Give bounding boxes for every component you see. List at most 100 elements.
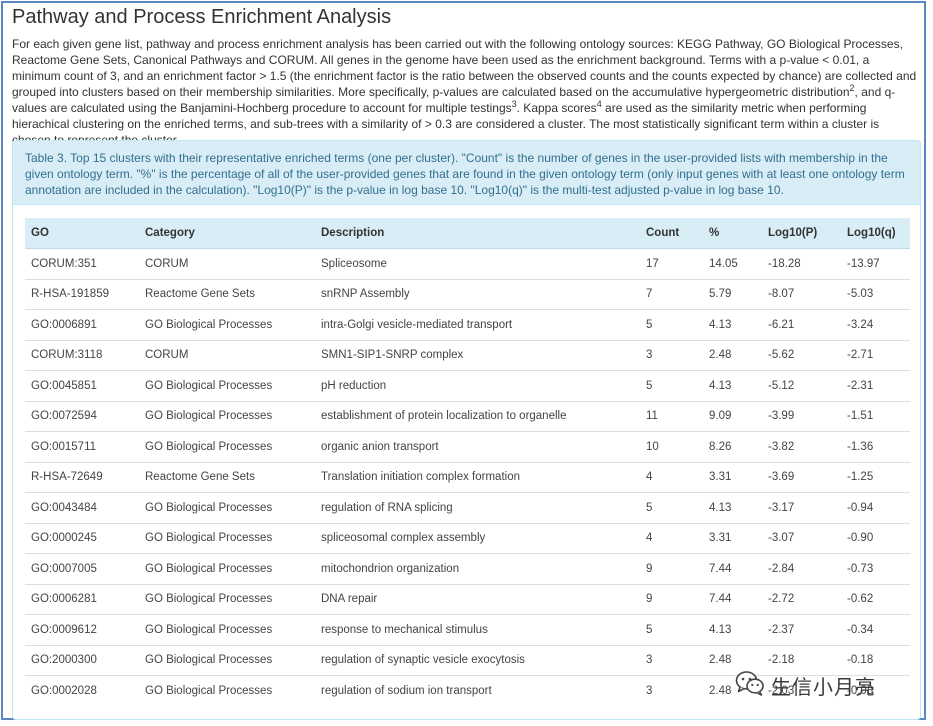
cell-description: Translation initiation complex formation [315, 462, 640, 493]
cell-go: GO:0045851 [25, 370, 139, 402]
table-body: CORUM:351 CORUM Spliceosome 17 14.05 -18.28 -1… [25, 248, 910, 706]
cell-log10q: -0.34 [841, 614, 910, 646]
cell-count: 7 [640, 279, 703, 310]
cell-description: Spliceosome [315, 248, 640, 280]
cell-count: 17 [640, 248, 703, 280]
table-row[interactable]: R-HSA-72649 Reactome Gene Sets Translation… [25, 462, 910, 493]
table-row[interactable]: GO:0006891 GO Biological Processes intra-G… [25, 309, 910, 341]
cell-log10p: -2.37 [762, 614, 841, 646]
cell-percent: 3.31 [703, 462, 762, 493]
cell-percent: 4.13 [703, 492, 762, 524]
cell-count: 5 [640, 492, 703, 524]
cell-percent: 4.13 [703, 370, 762, 402]
table-row[interactable]: GO:0009612 GO Biological Processes respons… [25, 614, 910, 646]
cell-go: GO:0015711 [25, 431, 139, 463]
cell-description: spliceosomal complex assembly [315, 523, 640, 554]
footnote-ref-4[interactable]: 4 [596, 99, 602, 109]
cell-count: 9 [640, 553, 703, 585]
cell-log10q: -0.94 [841, 492, 910, 524]
cell-count: 3 [640, 645, 703, 676]
column-header-log10q[interactable]: Log10(q) [841, 218, 910, 249]
intro-text-1: For each given gene list, pathway and pr… [12, 37, 917, 99]
cell-description: regulation of RNA splicing [315, 492, 640, 524]
table-row[interactable]: GO:0072594 GO Biological Processes establi… [25, 401, 910, 432]
cell-go: GO:0043484 [25, 492, 139, 524]
cell-go: GO:0009612 [25, 614, 139, 646]
table-row[interactable]: GO:2000300 GO Biological Processes regulat… [25, 645, 910, 676]
table-row[interactable]: GO:0006281 GO Biological Processes DNA rep… [25, 584, 910, 615]
cell-category: GO Biological Processes [139, 309, 315, 341]
cell-category: GO Biological Processes [139, 401, 315, 432]
cell-category: GO Biological Processes [139, 492, 315, 524]
cell-go: GO:0000245 [25, 523, 139, 554]
table-row[interactable]: GO:0043484 GO Biological Processes regulat… [25, 492, 910, 524]
intro-text-3: . Kappa scores [516, 101, 597, 115]
cell-percent: 7.44 [703, 553, 762, 585]
cell-category: GO Biological Processes [139, 431, 315, 463]
table-row[interactable]: GO:0007005 GO Biological Processes mitocho… [25, 553, 910, 585]
footnote-ref-3[interactable]: 3 [511, 99, 517, 109]
cell-log10q: -2.71 [841, 340, 910, 371]
cell-percent: 2.48 [709, 684, 732, 697]
cell-go: GO:0072594 [25, 401, 139, 432]
cell-go: GO:0006281 [25, 584, 139, 615]
cell-count: 9 [640, 584, 703, 615]
cell-go: GO:2000300 [25, 645, 139, 676]
cell-category: CORUM [139, 248, 315, 280]
cell-log10p: -18.28 [762, 248, 841, 280]
table-row[interactable]: GO:0045851 GO Biological Processes pH redu… [25, 370, 910, 402]
cell-count: 11 [640, 401, 703, 432]
cell-log10q: -3.24 [841, 309, 910, 341]
cell-count: 5 [640, 309, 703, 341]
table-row[interactable]: GO:0015711 GO Biological Processes organic… [25, 431, 910, 463]
table-row[interactable]: GO:0000245 GO Biological Processes spliceo… [25, 523, 910, 554]
cell-description: intra-Golgi vesicle-mediated transport [315, 309, 640, 341]
footnote-ref-2[interactable]: 2 [849, 83, 855, 93]
cell-category: GO Biological Processes [139, 645, 315, 676]
column-header-description[interactable]: Description [315, 218, 640, 249]
column-header-go[interactable]: GO [25, 218, 139, 249]
cell-percent: 4.13 [703, 309, 762, 341]
cell-count: 5 [640, 614, 703, 646]
cell-log10p: -6.21 [762, 309, 841, 341]
cell-percent: 5.79 [703, 279, 762, 310]
cell-log10p: -8.07 [762, 279, 841, 310]
cell-description: mitochondrion organization [315, 553, 640, 585]
table-caption: Table 3. Top 15 clusters with their repr… [13, 141, 920, 205]
cell-percent: 4.13 [703, 614, 762, 646]
column-header-category[interactable]: Category [139, 218, 315, 249]
cell-percent: 2.48 [703, 340, 762, 371]
watermark: 生信小月亮 [735, 668, 876, 702]
cell-percent: 7.44 [703, 584, 762, 615]
column-header-count[interactable]: Count [640, 218, 703, 249]
cell-go: R-HSA-72649 [25, 462, 139, 493]
cell-percent: 3.31 [703, 523, 762, 554]
column-header-percent[interactable]: % [703, 218, 762, 249]
cell-percent: 14.05 [703, 248, 762, 280]
column-header-log10p[interactable]: Log10(P) [762, 218, 841, 249]
results-panel: Table 3. Top 15 clusters with their repr… [12, 140, 921, 720]
cell-log10q: -0.18 [841, 645, 910, 676]
cell-percent: 2.48 [703, 645, 762, 676]
cell-percent: 9.09 [703, 401, 762, 432]
page-title: Pathway and Process Enrichment Analysis [12, 6, 392, 28]
cell-count: 10 [640, 431, 703, 463]
cell-log10q: -1.25 [841, 462, 910, 493]
cell-log10p: -3.07 [762, 523, 841, 554]
cell-description: establishment of protein localization to… [315, 401, 640, 432]
table-row[interactable]: R-HSA-191859 Reactome Gene Sets snRNP Asse… [25, 279, 910, 310]
table-row[interactable]: CORUM:351 CORUM Spliceosome 17 14.05 -18.28 -1… [25, 248, 910, 280]
cell-category: GO Biological Processes [139, 523, 315, 554]
table-row[interactable]: GO:0002028 GO Biological Processes regulat… [25, 676, 910, 706]
cell-category: GO Biological Processes [139, 370, 315, 402]
cell-count: 4 [640, 462, 703, 493]
cell-go: GO:0006891 [25, 309, 139, 341]
cell-count: 4 [640, 523, 703, 554]
table-row[interactable]: CORUM:3118 CORUM SMN1-SIP1-SNRP complex 3 2.… [25, 340, 910, 371]
cell-category: Reactome Gene Sets [139, 279, 315, 310]
cell-description: response to mechanical stimulus [315, 614, 640, 646]
cell-category: CORUM [139, 340, 315, 371]
cell-log10p: -2.72 [762, 584, 841, 615]
cell-category: GO Biological Processes [139, 584, 315, 615]
cell-description: regulation of sodium ion transport [321, 684, 492, 697]
